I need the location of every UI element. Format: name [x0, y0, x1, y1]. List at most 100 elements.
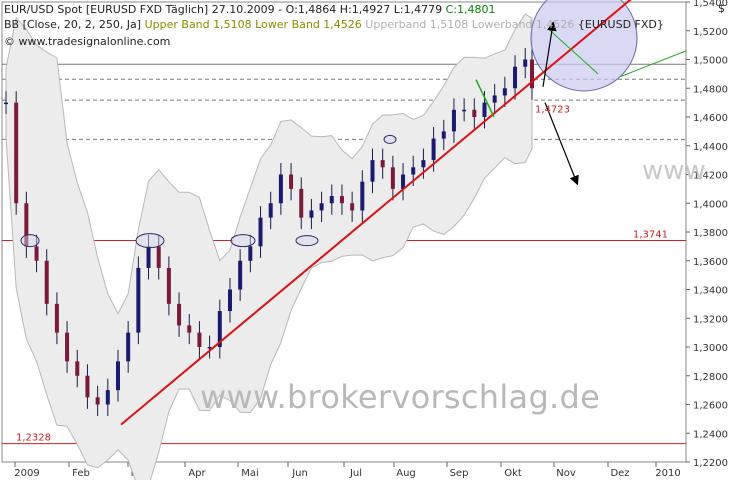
currency-label: $ [718, 2, 725, 15]
candle-body [513, 66, 518, 89]
watermark: www.brokervorschlag.de [200, 378, 601, 416]
header-symbol-suffix: {EURUSD FXD} [577, 18, 664, 31]
candle-body [441, 131, 446, 139]
x-tick-label: Jun [291, 468, 308, 479]
candle-body [197, 332, 202, 347]
y-tick-label: 1,4600 [693, 113, 728, 124]
candle-body [105, 390, 110, 405]
candle-body [530, 59, 534, 89]
candle-body [95, 397, 100, 405]
header-line-2: BB [Close, 20, 2, 250, Ja] Upper Band 1,… [4, 18, 664, 31]
candle-body [380, 160, 385, 168]
candle-body [268, 203, 273, 218]
candle-body [34, 246, 39, 261]
candle-body [85, 375, 90, 398]
x-tick-label: Feb [72, 468, 90, 479]
x-tick-label: Jul [349, 468, 362, 479]
x-tick-label: 2009 [14, 468, 39, 479]
price-annotation: 1,4723 [535, 104, 570, 115]
green-line [547, 28, 599, 75]
bollinger-band [5, 13, 533, 480]
candle-body [65, 332, 70, 362]
candle-body [401, 174, 406, 189]
candle-body [370, 160, 375, 182]
candle-body [278, 174, 283, 204]
highlight-ellipse [20, 234, 40, 248]
header-bb-params: BB [Close, 20, 2, 250, Ja] [4, 18, 142, 31]
y-tick-label: 1,3200 [693, 314, 728, 325]
candle-body [217, 311, 222, 347]
candle-body [360, 181, 365, 211]
y-tick-label: 1,4200 [693, 171, 728, 182]
candle-body [156, 246, 161, 268]
candle-body [258, 217, 263, 247]
watermark-partial: www [642, 156, 706, 186]
x-tick-label: Apr [188, 468, 206, 479]
y-tick-label: 1,4800 [693, 84, 728, 95]
candle-body [126, 332, 131, 362]
candle-body [44, 260, 49, 304]
x-tick-label: Nov [556, 468, 576, 479]
candle-body [187, 325, 192, 333]
candle-body [309, 210, 314, 218]
y-tick-label: 1,5400 [693, 0, 728, 9]
candle-body [329, 196, 334, 204]
candle-body [238, 260, 243, 290]
y-tick-label: 1,2200 [693, 458, 728, 469]
x-tick-label: Aug [396, 468, 416, 479]
candle-body [502, 88, 507, 96]
candle-body [4, 102, 8, 105]
candle-body [207, 347, 212, 349]
y-tick-label: 1,4000 [693, 199, 728, 210]
candle-body [319, 203, 324, 211]
y-tick-label: 1,3000 [693, 343, 728, 354]
candle-body [462, 109, 467, 112]
highlight-ellipse [230, 234, 256, 248]
y-tick-label: 1,4400 [693, 142, 728, 153]
trendline [120, 0, 632, 426]
candle-body [390, 167, 395, 189]
candle-body [523, 59, 528, 67]
x-tick-label: Mai [241, 468, 259, 479]
candle-body [289, 174, 294, 189]
level-label: 1,3741 [633, 229, 668, 240]
candle-body [177, 303, 182, 326]
x-tick-label: Dez [610, 468, 629, 479]
candle-body [339, 196, 344, 204]
target-circle [530, 0, 638, 92]
arrow-down [544, 102, 579, 186]
candle-body [431, 138, 436, 161]
header-bb-bands-faint: Upperband 1,5108 Lowerband 1,4526 [365, 18, 575, 31]
x-tick-label: 2010 [655, 468, 680, 479]
candle-body [482, 102, 487, 117]
candle-body [54, 303, 59, 333]
candle-body [248, 246, 253, 261]
header-bb-bands: Upper Band 1,5108 Lower Band 1,4526 [144, 18, 362, 31]
candle-body [411, 167, 416, 175]
copyright-icon: © [4, 35, 15, 48]
candle-body [492, 95, 497, 103]
candle-body [14, 102, 19, 204]
candle-body [451, 109, 456, 132]
level-label: 1,2328 [16, 433, 51, 444]
highlight-ellipse [135, 233, 165, 249]
y-tick-label: 1,5200 [693, 27, 728, 38]
header-website: www.tradesignalonline.com [18, 35, 171, 48]
green-line [619, 50, 687, 78]
candle-body [136, 267, 141, 333]
candle-body [299, 188, 304, 218]
y-tick-label: 1,3600 [693, 257, 728, 268]
y-tick-label: 1,2400 [693, 429, 728, 440]
y-tick-label: 1,2600 [693, 401, 728, 412]
header-line-3: © www.tradesignalonline.com [4, 35, 170, 48]
highlight-ellipse [383, 134, 397, 144]
highlight-ellipse [295, 235, 319, 247]
y-tick-label: 1,5000 [693, 56, 728, 67]
header-close-value: C:1,4801 [445, 3, 496, 16]
candle-body [166, 267, 171, 304]
candle-body [24, 203, 29, 247]
header-line-1: EUR/USD Spot [EURUSD FXD Täglich] 27.10.… [4, 3, 495, 16]
candle-body [350, 203, 355, 211]
candle-body [115, 361, 120, 391]
